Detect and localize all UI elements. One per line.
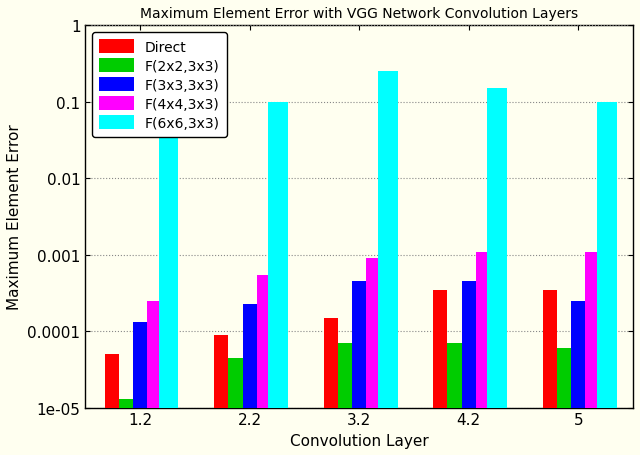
Bar [338, 343, 352, 455]
Title: Maximum Element Error with VGG Network Convolution Layers: Maximum Element Error with VGG Network C… [140, 7, 579, 21]
Bar [324, 318, 338, 455]
Bar [352, 282, 366, 455]
Bar [461, 282, 476, 455]
Bar [586, 252, 600, 455]
Bar [104, 354, 119, 455]
Bar [214, 335, 228, 455]
Bar [543, 290, 557, 455]
Bar [243, 304, 257, 455]
X-axis label: Convolution Layer: Convolution Layer [290, 433, 429, 448]
Bar [268, 102, 288, 455]
Bar [557, 349, 571, 455]
Bar [488, 89, 507, 455]
Bar [366, 258, 381, 455]
Bar [571, 301, 586, 455]
Bar [447, 343, 461, 455]
Legend: Direct, F(2x2,3x3), F(3x3,3x3), F(4x4,3x3), F(6x6,3x3): Direct, F(2x2,3x3), F(3x3,3x3), F(4x4,3x… [92, 33, 227, 137]
Y-axis label: Maximum Element Error: Maximum Element Error [7, 124, 22, 310]
Bar [433, 290, 447, 455]
Bar [147, 301, 161, 455]
Bar [597, 102, 616, 455]
Bar [476, 252, 490, 455]
Bar [228, 358, 243, 455]
Bar [378, 72, 397, 455]
Bar [119, 399, 133, 455]
Bar [257, 275, 271, 455]
Bar [159, 126, 179, 455]
Bar [133, 323, 147, 455]
